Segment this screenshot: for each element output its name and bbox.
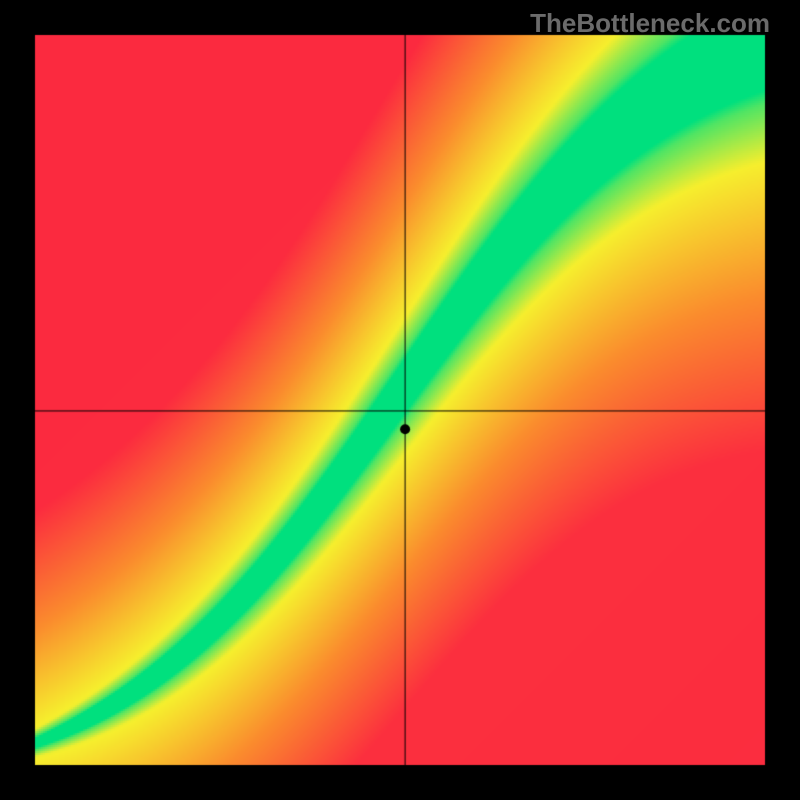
chart-container: TheBottleneck.com [0,0,800,800]
watermark-text: TheBottleneck.com [530,8,770,39]
heatmap-canvas [0,0,800,800]
